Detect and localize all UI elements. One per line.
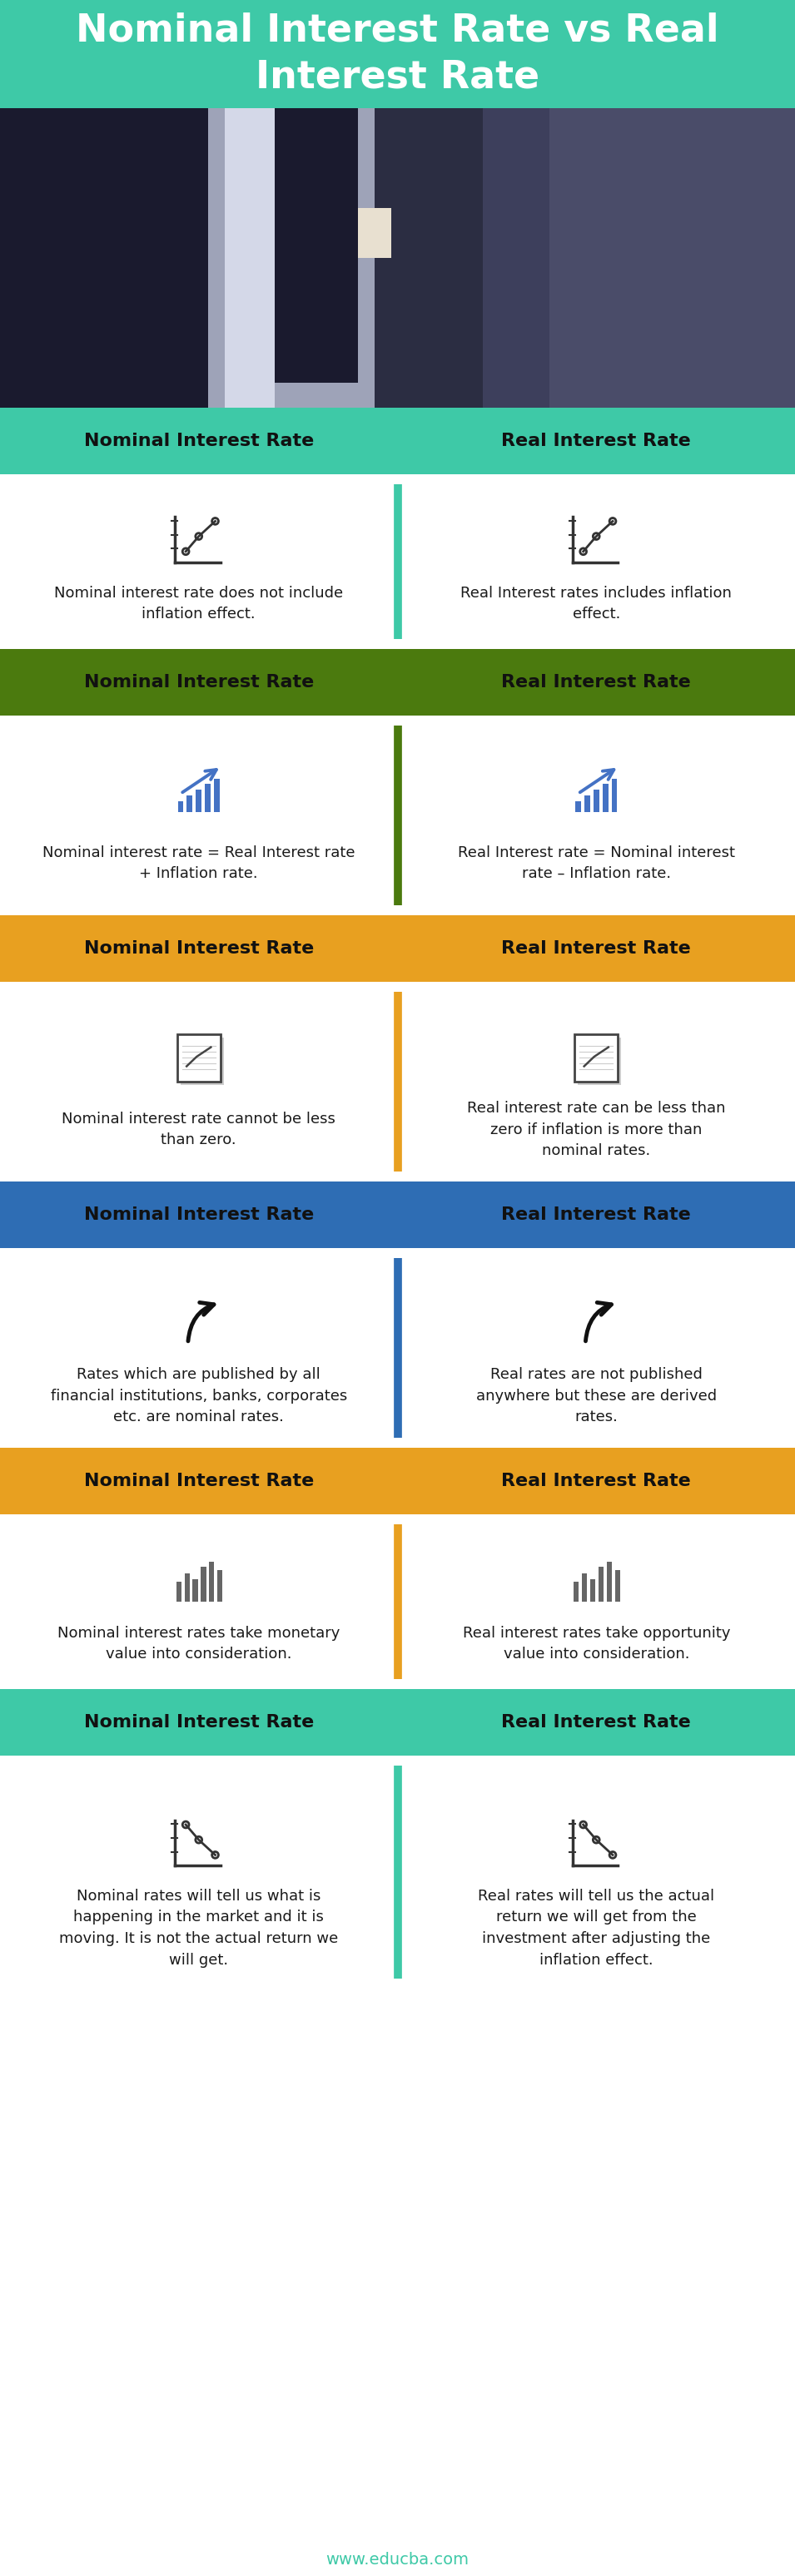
Bar	[483, 108, 549, 407]
FancyArrowPatch shape	[188, 1303, 214, 1342]
Text: Real Interest rate = Nominal interest
rate – Inflation rate.: Real Interest rate = Nominal interest ra…	[458, 845, 735, 881]
Text: Real Interest Rate: Real Interest Rate	[502, 940, 691, 956]
Bar	[0, 2543, 795, 2576]
Bar	[549, 108, 795, 407]
Text: Nominal rates will tell us what is
happening in the market and it is
moving. It : Nominal rates will tell us what is happe…	[59, 1888, 339, 1968]
Bar	[374, 108, 475, 407]
Text: Nominal Interest Rate: Nominal Interest Rate	[83, 433, 314, 448]
Bar	[615, 1571, 620, 1602]
Bar	[590, 1579, 595, 1602]
Bar	[0, 1182, 795, 1247]
Text: Real interest rates take opportunity
value into consideration.: Real interest rates take opportunity val…	[463, 1625, 730, 1662]
Bar	[0, 108, 795, 407]
Bar	[607, 1561, 612, 1602]
Text: Nominal Interest Rate: Nominal Interest Rate	[83, 1713, 314, 1731]
Bar	[217, 1571, 223, 1602]
Bar	[0, 1690, 795, 1757]
Bar	[603, 783, 608, 811]
Bar	[205, 783, 211, 811]
Text: Real Interest Rate: Real Interest Rate	[502, 1473, 691, 1489]
Text: Nominal Interest Rate: Nominal Interest Rate	[83, 1206, 314, 1224]
Text: www.educba.com: www.educba.com	[326, 2550, 469, 2568]
Bar	[0, 108, 208, 407]
Bar	[611, 778, 617, 811]
Bar	[192, 1579, 198, 1602]
Bar	[178, 801, 184, 811]
Bar	[0, 474, 795, 649]
Bar	[177, 1033, 220, 1082]
Bar	[0, 649, 795, 716]
Bar	[180, 1038, 223, 1084]
Bar	[584, 796, 590, 811]
Bar	[0, 1757, 795, 1989]
Text: Real Interest Rate: Real Interest Rate	[502, 675, 691, 690]
Bar	[578, 1038, 621, 1084]
Text: Nominal interest rate cannot be less
than zero.: Nominal interest rate cannot be less tha…	[62, 1110, 335, 1149]
Text: Nominal interest rates take monetary
value into consideration.: Nominal interest rates take monetary val…	[57, 1625, 340, 1662]
Bar	[358, 209, 391, 258]
Bar	[0, 914, 795, 981]
Text: Nominal interest rate = Real Interest rate
+ Inflation rate.: Nominal interest rate = Real Interest ra…	[42, 845, 355, 881]
Bar	[0, 1515, 795, 1690]
Text: Real Interest Rate: Real Interest Rate	[502, 433, 691, 448]
Bar	[0, 981, 795, 1182]
Text: Real Interest Rate: Real Interest Rate	[502, 1713, 691, 1731]
Bar	[0, 716, 795, 914]
Bar	[0, 1247, 795, 1448]
Text: Nominal interest rate does not include
inflation effect.: Nominal interest rate does not include i…	[54, 585, 343, 621]
Bar	[0, 407, 795, 474]
FancyArrowPatch shape	[586, 1303, 611, 1342]
Bar	[275, 108, 358, 384]
Bar	[575, 1033, 618, 1082]
Text: Real rates will tell us the actual
return we will get from the
investment after : Real rates will tell us the actual retur…	[478, 1888, 715, 1968]
Text: Nominal Interest Rate: Nominal Interest Rate	[83, 675, 314, 690]
Text: Nominal Interest Rate: Nominal Interest Rate	[83, 940, 314, 956]
Bar	[0, 1448, 795, 1515]
Bar	[599, 1566, 603, 1602]
Text: Real Interest Rate: Real Interest Rate	[502, 1206, 691, 1224]
Text: Real rates are not published
anywhere but these are derived
rates.: Real rates are not published anywhere bu…	[476, 1368, 716, 1425]
Text: Real Interest rates includes inflation
effect.: Real Interest rates includes inflation e…	[460, 585, 732, 621]
Bar	[196, 791, 202, 811]
Text: Nominal Interest Rate vs Real
Interest Rate: Nominal Interest Rate vs Real Interest R…	[76, 13, 719, 95]
Bar	[0, 0, 795, 108]
Bar	[574, 1582, 579, 1602]
Bar	[576, 801, 581, 811]
Bar	[208, 108, 466, 407]
Bar	[176, 1582, 181, 1602]
Bar	[209, 1561, 215, 1602]
Bar	[225, 108, 275, 407]
Bar	[184, 1574, 190, 1602]
Bar	[201, 1566, 206, 1602]
Bar	[187, 796, 192, 811]
Bar	[593, 791, 599, 811]
Text: Nominal Interest Rate: Nominal Interest Rate	[83, 1473, 314, 1489]
Bar	[582, 1574, 588, 1602]
Bar	[214, 778, 219, 811]
Text: Real interest rate can be less than
zero if inflation is more than
nominal rates: Real interest rate can be less than zero…	[467, 1100, 726, 1159]
Text: Rates which are published by all
financial institutions, banks, corporates
etc. : Rates which are published by all financi…	[50, 1368, 347, 1425]
